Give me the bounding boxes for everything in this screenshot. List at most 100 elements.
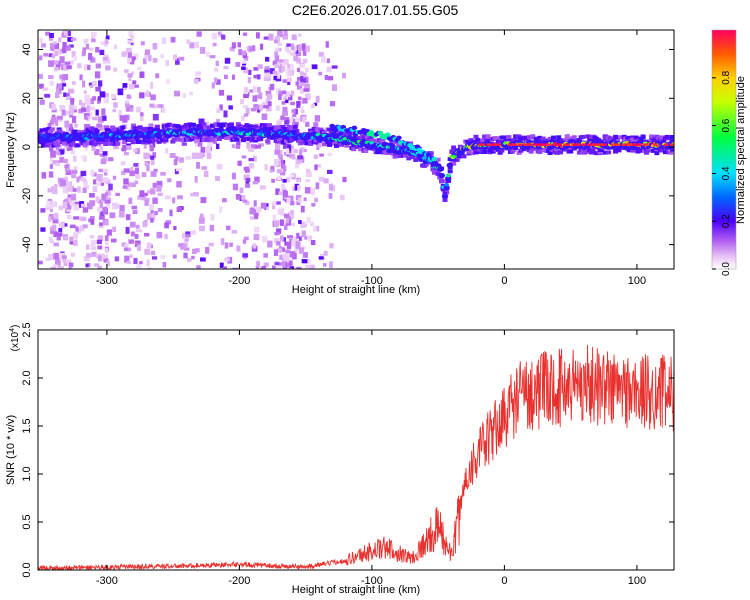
spectrogram-cell — [466, 149, 472, 154]
spectrogram-cell — [175, 58, 180, 65]
spectrogram-cell — [69, 123, 73, 129]
ridge-mark — [624, 143, 629, 146]
spectrogram-cell — [495, 147, 501, 152]
ridge-mark — [389, 143, 396, 149]
spectrogram-cell — [104, 171, 108, 176]
ridge-mark — [396, 135, 402, 141]
spectrogram-cell — [144, 49, 151, 55]
spectrogram-cell — [664, 134, 670, 139]
spectrogram-cell — [147, 154, 151, 159]
spectrogram-cell — [392, 154, 398, 159]
spectrogram-cell — [112, 108, 117, 113]
spectrogram-cell — [141, 172, 147, 178]
spectrogram-cell — [284, 45, 289, 52]
spectrogram-cell — [94, 149, 100, 156]
spectrogram-cell — [144, 52, 149, 59]
bottom-x-tick-label: -300 — [96, 575, 118, 587]
spectrogram-cell — [133, 163, 139, 167]
spectrogram-cell — [323, 250, 328, 256]
spectrogram-cell — [269, 68, 275, 75]
spectrogram-cell — [506, 135, 512, 140]
spectrogram-cell — [216, 137, 222, 142]
spectrogram-cell — [102, 254, 109, 262]
spectrogram-cell — [129, 56, 136, 61]
spectrogram-cell — [149, 103, 155, 108]
spectrogram-cell — [186, 39, 191, 44]
spectrogram-cell — [211, 32, 218, 40]
spectrogram-cell — [136, 264, 142, 269]
spectrogram-cell — [42, 87, 49, 91]
spectrogram-cell — [67, 88, 74, 94]
spectrogram-cell — [128, 182, 133, 187]
spectrogram-cell — [98, 224, 104, 229]
spectrogram-cell — [247, 77, 251, 84]
spectrogram-cell — [120, 125, 126, 130]
spectrogram-cell — [48, 213, 54, 220]
spectrogram-cell — [241, 155, 247, 159]
spectrogram-cell — [224, 242, 229, 249]
spectrogram-cell — [274, 64, 279, 68]
spectrogram-cell — [435, 157, 441, 162]
spectrogram-cell — [48, 216, 52, 222]
spectrogram-cell — [164, 195, 171, 200]
spectrogram-cell — [105, 179, 111, 185]
spectrogram-cell — [76, 186, 81, 193]
spectrogram-cell — [150, 81, 154, 89]
ridge-mark — [597, 143, 602, 146]
colorbar-tick-label: 0.2 — [721, 214, 732, 228]
spectrogram-cell — [339, 142, 345, 147]
spectrogram-cell — [136, 229, 143, 233]
spectrogram-cell — [302, 252, 308, 258]
spectrogram-cell — [396, 142, 402, 147]
spectrogram-cell — [152, 182, 157, 188]
spectrogram-cell — [56, 262, 62, 269]
spectrogram-cell — [72, 81, 76, 85]
spectrogram-cell — [64, 198, 71, 202]
spectrogram-cell — [106, 229, 112, 236]
spectrogram-cell — [113, 67, 118, 72]
spectrogram-cell — [48, 171, 54, 178]
spectrogram-cell — [630, 148, 636, 153]
spectrogram-cell — [100, 211, 104, 216]
spectrogram-cell — [583, 149, 589, 154]
spectrogram-cell — [151, 141, 156, 148]
spectrogram-cell — [105, 65, 111, 71]
spectrogram-cell — [279, 150, 283, 155]
spectrogram-cell — [315, 164, 321, 168]
spectrogram-cell — [152, 113, 159, 121]
spectrogram-cell — [644, 150, 650, 155]
spectrogram-cell — [206, 152, 212, 160]
spectrogram-cell — [242, 253, 249, 258]
spectrogram-cell — [85, 263, 89, 268]
spectrogram-cell — [150, 217, 154, 223]
ridge-mark — [342, 136, 348, 141]
ridge-mark — [621, 143, 626, 146]
spectrogram-cell — [282, 237, 287, 242]
spectrogram-cell — [283, 142, 289, 149]
spectrogram-cell — [183, 252, 188, 259]
spectrogram-cell — [82, 143, 88, 148]
spectrogram-cell — [279, 254, 286, 260]
spectrogram-cell — [102, 219, 109, 226]
spectrogram-cell — [222, 122, 228, 127]
spectrogram-cell — [290, 43, 295, 51]
spectrogram-cell — [305, 121, 310, 127]
spectrogram-cell — [281, 163, 286, 169]
spectrogram-cell — [197, 141, 203, 147]
spectrogram-cell — [428, 151, 434, 156]
spectrogram-cell — [299, 71, 304, 76]
spectrogram-cell — [98, 80, 103, 87]
spectrogram-cell — [198, 217, 205, 224]
spectrogram-cell — [305, 264, 311, 269]
spectrogram-cell — [140, 112, 144, 117]
spectrogram-cell — [253, 67, 259, 71]
spectrogram-cell — [65, 126, 69, 132]
spectrogram-cell — [164, 233, 168, 240]
spectrogram-cell — [310, 104, 315, 109]
spectrogram-cell — [115, 192, 120, 196]
spectrogram-cell — [141, 196, 147, 201]
ridge-mark — [491, 143, 496, 146]
spectrogram-cell — [363, 148, 369, 153]
spectrogram-cell — [273, 220, 280, 227]
spectrogram-cell — [195, 71, 202, 76]
